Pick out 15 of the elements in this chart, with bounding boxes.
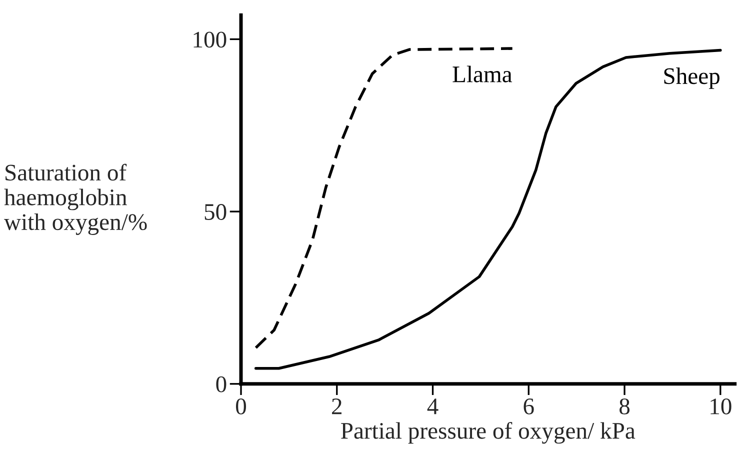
x-tick-label: 8 bbox=[620, 398, 630, 414]
y-tick-label: 0 bbox=[216, 376, 226, 392]
x-tick-label: 10 bbox=[710, 398, 732, 414]
line-series bbox=[254, 48, 722, 370]
y-tick-label: 100 bbox=[194, 32, 226, 48]
y-axis-title: Saturation of haemoglobin with oxygen/% bbox=[4, 164, 147, 235]
x-tick-label: 6 bbox=[524, 398, 534, 414]
x-tick-label: 4 bbox=[427, 398, 438, 414]
y-tick-label: 50 bbox=[204, 204, 226, 220]
x-axis-title: Partial pressure of oxygen/ kPa bbox=[341, 422, 636, 444]
x-tick-label: 2 bbox=[332, 398, 342, 414]
series-label: Llama bbox=[452, 66, 512, 82]
line-series bbox=[254, 47, 514, 350]
x-tick-label: 0 bbox=[236, 398, 246, 414]
series-label: Sheep bbox=[664, 67, 720, 89]
